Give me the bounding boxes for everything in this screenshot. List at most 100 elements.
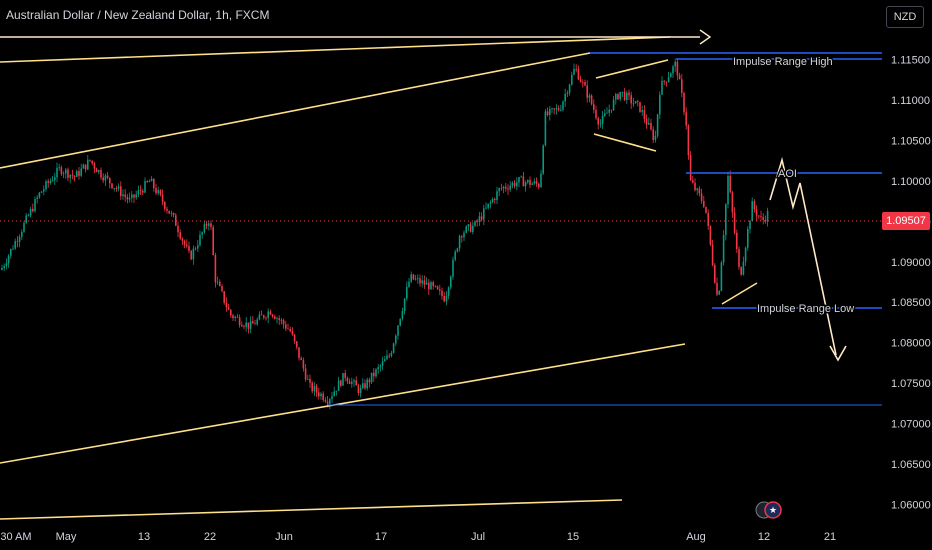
candle-body <box>254 323 256 325</box>
candle-body <box>423 280 426 285</box>
candle-body <box>588 95 591 98</box>
candle-body <box>38 192 41 198</box>
candle-body <box>564 93 566 102</box>
candle-body <box>192 248 195 260</box>
time-tick-label: 15 <box>567 531 579 543</box>
price-tick-label: 1.08000 <box>891 338 931 350</box>
candle-body <box>612 99 615 110</box>
candle-body <box>293 334 296 342</box>
candle-body <box>716 282 718 295</box>
candle-body <box>197 245 199 249</box>
candle-body <box>626 92 628 100</box>
candle-body <box>80 168 82 176</box>
candle-body <box>18 236 21 242</box>
candle-body <box>324 400 327 402</box>
candle-body <box>498 188 500 192</box>
candle-body <box>428 282 430 290</box>
candle-body <box>689 155 692 181</box>
candle-body <box>331 396 333 400</box>
candle-body <box>436 286 439 290</box>
candle-body <box>111 183 113 189</box>
candle-body <box>49 180 52 184</box>
candle-body <box>535 181 538 184</box>
candle-body <box>150 178 153 182</box>
currency-button[interactable]: NZD <box>886 6 924 28</box>
candle-body <box>34 199 36 212</box>
candle-body <box>14 241 16 249</box>
candle-body <box>434 285 437 287</box>
candle-body <box>571 74 573 85</box>
flag-top-trendline <box>595 59 669 79</box>
candle-body <box>685 112 687 126</box>
candle-body <box>401 311 404 319</box>
candle-body <box>131 194 133 198</box>
price-axis[interactable]: 1.115001.110001.105001.100001.095001.090… <box>891 55 931 512</box>
candle-body <box>494 199 496 201</box>
candle-body <box>725 204 727 236</box>
candle-body <box>634 101 637 104</box>
candle-body <box>362 383 364 388</box>
candle-body <box>430 282 432 290</box>
candle-body <box>542 145 544 174</box>
svg-text:★: ★ <box>769 506 777 516</box>
candle-body <box>139 190 142 191</box>
candle-body <box>256 319 258 325</box>
candle-body <box>84 164 87 170</box>
candle-body <box>54 177 56 181</box>
time-tick-label: May <box>56 531 77 543</box>
candle-body <box>465 226 467 233</box>
candle-body <box>553 108 555 110</box>
price-tick-label: 1.07500 <box>891 378 931 390</box>
candle-body <box>659 94 661 115</box>
candle-body <box>674 61 676 67</box>
candle-body <box>412 274 415 280</box>
candle-body <box>76 171 78 177</box>
last-price-tag: 1.09507 <box>882 212 930 230</box>
candle-body <box>153 178 155 189</box>
candle-body <box>419 278 421 284</box>
candle-body <box>269 311 272 315</box>
candle-body <box>278 318 280 320</box>
candle-body <box>10 248 12 256</box>
candle-body <box>522 176 525 187</box>
candle-body <box>368 379 371 383</box>
candle-body <box>599 123 602 125</box>
time-tick-label: 22 <box>204 531 216 543</box>
candle-body <box>652 129 654 140</box>
candle-body <box>711 244 714 265</box>
candle-body <box>223 291 225 303</box>
candle-body <box>175 215 177 226</box>
candle-body <box>533 181 536 184</box>
candle-body <box>760 216 762 218</box>
flag-bottom-trendline <box>593 133 657 152</box>
candle-body <box>186 244 188 247</box>
price-tick-label: 1.11000 <box>891 95 930 107</box>
candle-body <box>190 250 192 260</box>
candle-body <box>58 167 60 169</box>
candle-body <box>747 229 749 248</box>
candle-body <box>421 280 423 284</box>
candle-body <box>714 264 716 283</box>
candle-body <box>672 66 674 74</box>
candle-body <box>491 199 494 203</box>
candle-body <box>78 171 80 176</box>
candle-body <box>683 92 685 113</box>
candle-body <box>566 92 569 94</box>
candle-body <box>487 203 489 208</box>
economic-events-icon[interactable]: ★ <box>754 500 784 520</box>
candle-body <box>700 193 703 201</box>
candle-body <box>212 227 214 256</box>
candle-body <box>766 210 769 222</box>
candle-body <box>696 188 698 191</box>
candle-body <box>313 386 316 392</box>
candle-body <box>260 314 263 316</box>
time-axis[interactable]: 30 AM May 13 22 Jun 17 Jul 15 Aug 12 21 <box>0 531 836 543</box>
candle-body <box>353 380 355 382</box>
channel-upper-trendline <box>0 52 591 169</box>
candle-body <box>65 169 67 174</box>
candle-body <box>172 213 175 216</box>
candle-body <box>670 73 672 78</box>
candle-body <box>60 167 63 175</box>
candle-body <box>289 328 291 332</box>
